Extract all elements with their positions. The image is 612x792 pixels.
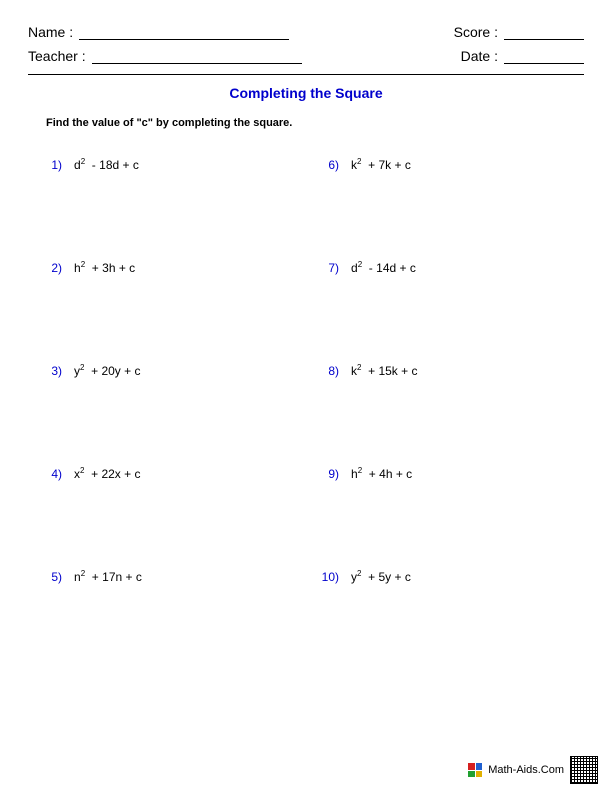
teacher-blank[interactable] [92, 50, 302, 64]
problem-number: 3) [34, 364, 62, 378]
problem: 6) k2 + 7k + c [311, 157, 578, 172]
footer-site: Math-Aids.Com [488, 764, 564, 776]
score-blank[interactable] [504, 26, 584, 40]
score-field: Score : [454, 24, 584, 40]
problem: 1) d2 - 18d + c [34, 157, 301, 172]
problem: 10) y2 + 5y + c [311, 569, 578, 584]
header-divider [28, 74, 584, 75]
problem: 7) d2 - 14d + c [311, 260, 578, 275]
problem-expression: h2 + 4h + c [351, 466, 412, 481]
problem-expression: n2 + 17n + c [74, 569, 142, 584]
date-blank[interactable] [504, 50, 584, 64]
problem: 4) x2 + 22x + c [34, 466, 301, 481]
footer: Math-Aids.Com [468, 756, 598, 784]
problem-number: 9) [311, 467, 339, 481]
problem-expression: h2 + 3h + c [74, 260, 135, 275]
teacher-field: Teacher : [28, 48, 302, 64]
problem: 2) h2 + 3h + c [34, 260, 301, 275]
problem-number: 7) [311, 261, 339, 275]
qr-code-icon [570, 756, 598, 784]
problem-number: 10) [311, 570, 339, 584]
name-blank[interactable] [79, 26, 289, 40]
name-field: Name : [28, 24, 289, 40]
date-label: Date : [461, 48, 498, 64]
problem-number: 5) [34, 570, 62, 584]
problem-number: 1) [34, 158, 62, 172]
logo-icon [468, 763, 482, 777]
date-field: Date : [461, 48, 584, 64]
teacher-label: Teacher : [28, 48, 86, 64]
problem-expression: k2 + 15k + c [351, 363, 418, 378]
worksheet-title: Completing the Square [28, 85, 584, 101]
instructions: Find the value of "c" by completing the … [46, 117, 584, 129]
problem-number: 2) [34, 261, 62, 275]
problem-expression: y2 + 5y + c [351, 569, 411, 584]
score-label: Score : [454, 24, 498, 40]
problem-expression: x2 + 22x + c [74, 466, 141, 481]
problem-number: 8) [311, 364, 339, 378]
problem-expression: d2 - 14d + c [351, 260, 416, 275]
name-label: Name : [28, 24, 73, 40]
problem: 8) k2 + 15k + c [311, 363, 578, 378]
problem-expression: y2 + 20y + c [74, 363, 141, 378]
problem: 9) h2 + 4h + c [311, 466, 578, 481]
problem: 3) y2 + 20y + c [34, 363, 301, 378]
problem-number: 4) [34, 467, 62, 481]
problem-expression: d2 - 18d + c [74, 157, 139, 172]
problem-expression: k2 + 7k + c [351, 157, 411, 172]
problem-number: 6) [311, 158, 339, 172]
problem: 5) n2 + 17n + c [34, 569, 301, 584]
problems-grid: 1) d2 - 18d + c 6) k2 + 7k + c 2) h2 + 3h + c… [28, 157, 584, 584]
